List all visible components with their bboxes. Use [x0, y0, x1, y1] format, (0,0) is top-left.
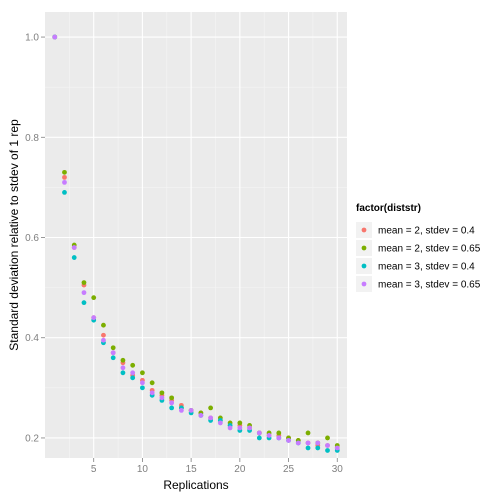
legend-label: mean = 3, stdev = 0.65 — [378, 280, 481, 291]
data-point — [110, 345, 116, 351]
data-point — [169, 395, 175, 401]
legend-items: mean = 2, stdev = 0.4 mean = 2, stdev = 0… — [356, 222, 481, 292]
data-point — [140, 380, 145, 386]
y-tick-label: 0.6 — [25, 233, 39, 244]
y-tick-label: 0.8 — [25, 133, 39, 144]
data-point — [305, 445, 311, 451]
data-point — [81, 280, 87, 286]
data-point — [169, 400, 175, 406]
data-point — [62, 179, 67, 185]
data-point — [305, 430, 311, 436]
data-point — [101, 337, 106, 343]
data-point — [149, 390, 155, 396]
data-point — [208, 415, 214, 421]
y-axis-title: Standard deviation relative to stdev of … — [7, 119, 21, 351]
y-tick-label: 0.4 — [25, 333, 39, 344]
major-gridlines — [45, 12, 347, 458]
data-point — [62, 169, 67, 175]
x-tick-label: 25 — [283, 464, 295, 475]
data-point — [237, 420, 243, 426]
data-point — [120, 357, 126, 363]
data-point — [62, 174, 67, 180]
data-point — [140, 370, 145, 376]
data-point — [227, 425, 233, 431]
data-point — [71, 255, 77, 260]
data-point — [81, 300, 87, 306]
x-tick-label: 20 — [234, 464, 246, 475]
data-point — [101, 322, 106, 328]
data-point — [140, 385, 145, 391]
data-point — [305, 440, 311, 446]
data-point — [81, 290, 87, 296]
x-tick-label: 10 — [137, 464, 149, 475]
data-point — [149, 380, 155, 386]
data-point — [208, 405, 214, 411]
x-tick-label: 30 — [332, 464, 344, 475]
data-point — [159, 395, 165, 401]
data-point — [266, 433, 272, 438]
legend-label: mean = 2, stdev = 0.4 — [378, 226, 475, 237]
data-point — [120, 370, 126, 376]
data-point — [130, 370, 136, 376]
data-point — [130, 375, 136, 381]
data-point — [110, 355, 116, 361]
x-tick-label: 5 — [91, 464, 97, 475]
data-point — [120, 365, 126, 371]
minor-gridlines — [45, 12, 347, 458]
data-point — [334, 445, 340, 451]
data-point — [159, 390, 165, 396]
data-point — [276, 430, 282, 436]
data-point — [91, 295, 97, 301]
data-point — [52, 34, 58, 40]
data-point — [169, 405, 175, 411]
data-points — [52, 34, 340, 453]
legend-label: mean = 2, stdev = 0.65 — [378, 244, 481, 255]
data-point — [315, 445, 321, 451]
data-point — [247, 425, 252, 431]
y-axis-ticks: 0.2 0.4 0.6 0.8 1.0 — [25, 33, 45, 444]
data-point — [295, 440, 301, 446]
data-point — [101, 332, 106, 338]
data-point — [130, 362, 136, 368]
data-point — [286, 438, 291, 443]
legend-swatch — [361, 245, 367, 251]
data-point — [256, 435, 262, 441]
legend: factor(diststr) mean = 2, stdev = 0.4mea… — [356, 203, 481, 292]
y-tick-label: 1.0 — [25, 33, 39, 44]
data-point — [217, 420, 223, 426]
data-point — [178, 407, 184, 413]
plot-panel — [45, 12, 347, 458]
data-point — [110, 350, 116, 356]
x-axis-ticks: 5 10 15 20 25 30 — [91, 458, 343, 475]
data-point — [71, 245, 77, 250]
data-point — [237, 425, 243, 431]
data-point — [62, 190, 67, 195]
data-point — [91, 315, 97, 321]
data-point — [315, 440, 321, 446]
data-point — [325, 435, 330, 441]
data-point — [188, 407, 194, 413]
x-tick-label: 15 — [186, 464, 198, 475]
y-tick-label: 0.2 — [25, 433, 39, 444]
legend-label: mean = 3, stdev = 0.4 — [378, 262, 475, 273]
data-point — [256, 430, 262, 436]
legend-swatch — [361, 227, 367, 233]
x-axis-title: Replications — [163, 478, 228, 492]
legend-swatch — [361, 281, 367, 287]
legend-swatch — [361, 263, 367, 269]
data-point — [198, 413, 204, 418]
data-point — [325, 448, 330, 453]
data-point — [276, 435, 282, 441]
data-point — [325, 443, 330, 448]
legend-title: factor(diststr) — [356, 203, 421, 214]
